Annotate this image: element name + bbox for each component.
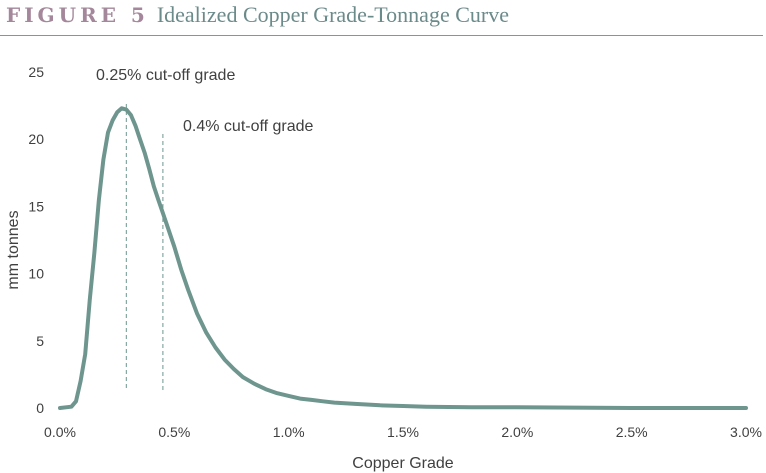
- y-axis-title: mm tonnes: [5, 210, 22, 289]
- series-line-grade-tonnage: [58, 106, 748, 410]
- y-tick-label: 5: [36, 333, 44, 349]
- x-tick-label: 0.0%: [44, 424, 76, 440]
- x-tick-label: 2.0%: [501, 424, 533, 440]
- y-tick-label: 25: [28, 64, 44, 80]
- y-tick-label: 20: [28, 131, 44, 147]
- cutoff-label: 0.25% cut-off grade: [96, 67, 235, 84]
- x-tick-label: 0.5%: [158, 424, 190, 440]
- y-tick-label: 15: [28, 198, 44, 214]
- y-tick-label: 0: [36, 400, 44, 416]
- x-tick-label: 2.5%: [616, 424, 648, 440]
- header-divider: [0, 35, 763, 36]
- x-axis-title: Copper Grade: [352, 455, 453, 472]
- x-tick-label: 1.5%: [387, 424, 419, 440]
- y-tick-label: 10: [28, 266, 44, 282]
- figure-label: FIGURE 5: [6, 3, 149, 27]
- x-tick-label: 1.0%: [273, 424, 305, 440]
- x-axis-ticks: 0.0% 0.5% 1.0% 1.5% 2.0% 2.5% 3.0%: [44, 424, 762, 440]
- y-axis-ticks: 0 5 10 15 20 25: [28, 64, 44, 416]
- cutoff-lines: 0.25% cut-off grade 0.4% cut-off grade: [96, 67, 314, 390]
- cutoff-label: 0.4% cut-off grade: [183, 118, 314, 135]
- x-tick-label: 3.0%: [730, 424, 762, 440]
- figure-title: Idealized Copper Grade-Tonnage Curve: [156, 2, 509, 27]
- figure-header: FIGURE 5 Idealized Copper Grade-Tonnage …: [6, 2, 509, 32]
